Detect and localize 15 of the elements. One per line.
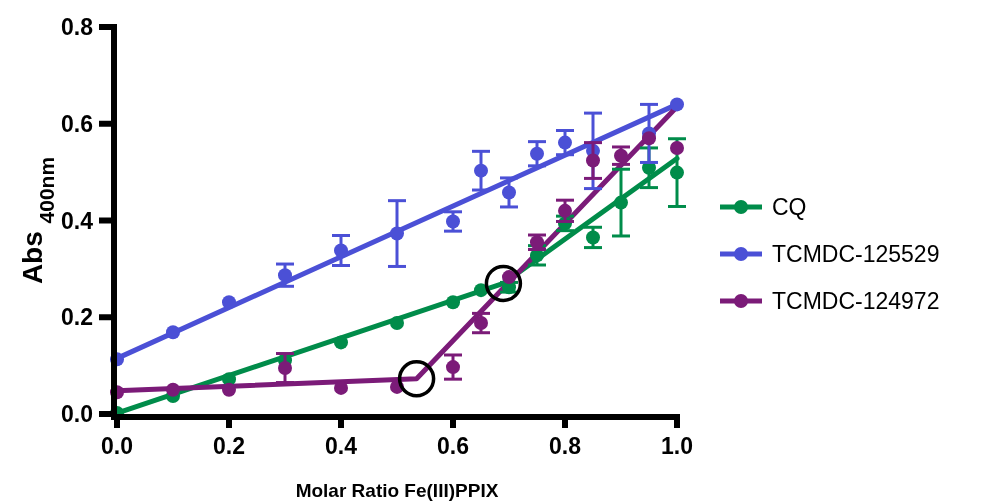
y-tick-label: 0.6 xyxy=(61,110,93,137)
y-tick-label: 0.8 xyxy=(61,14,94,40)
legend-label: TCMDC-125529 xyxy=(772,241,940,268)
y-tick-label: 0.4 xyxy=(61,207,94,234)
y-tick-label: 0.0 xyxy=(61,401,93,427)
y-tick-label: 0.2 xyxy=(61,304,93,331)
legend-label: CQ xyxy=(772,194,807,221)
x-tick-label: 0.6 xyxy=(437,433,469,459)
x-tick-label: 1.0 xyxy=(661,433,693,459)
x-tick-label: 0.8 xyxy=(549,433,582,459)
x-tick-label: 0.2 xyxy=(213,433,245,459)
legend-label: TCMDC-124972 xyxy=(772,288,940,315)
x-axis-title: Molar Ratio Fe(III)PPIX xyxy=(295,480,499,501)
x-tick-label: 0.0 xyxy=(101,433,133,459)
x-tick-label: 0.4 xyxy=(325,433,358,459)
